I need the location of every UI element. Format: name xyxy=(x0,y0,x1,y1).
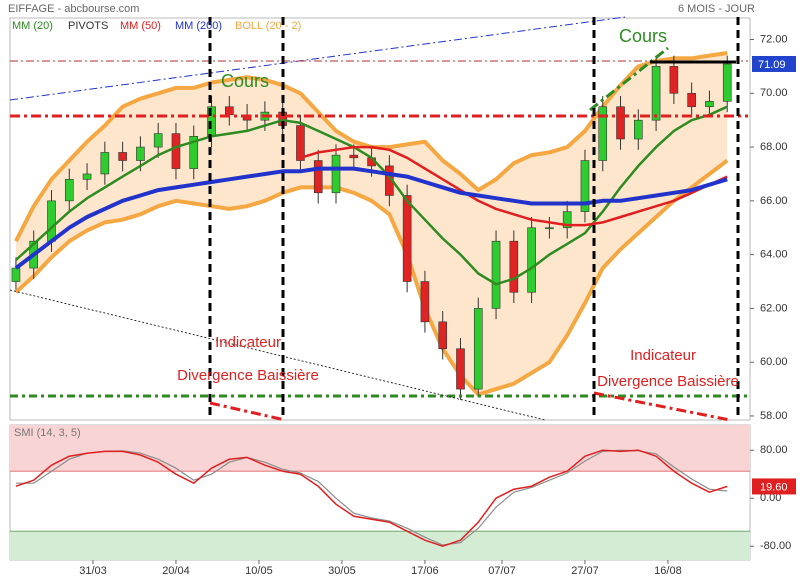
candle-body xyxy=(705,101,714,108)
candle-body xyxy=(171,133,181,169)
legend-entry: MM (20) xyxy=(12,20,53,32)
chart-subtitle: 6 MOIS - JOUR xyxy=(678,3,755,15)
smi-line xyxy=(15,449,728,547)
candle-body xyxy=(118,152,127,161)
candle-body xyxy=(669,66,679,94)
x-tick-label: 17/06 xyxy=(411,565,439,577)
candle-body xyxy=(331,154,341,194)
last-price-box xyxy=(752,55,796,72)
candle-body xyxy=(189,136,199,169)
legend-entry: BOLL (20 - 2) xyxy=(235,20,301,32)
y-tick-label: 80.00 xyxy=(760,444,788,456)
y-tick-label: 64.00 xyxy=(760,249,788,261)
candle-body xyxy=(616,106,625,140)
annotation: Divergence Baissière xyxy=(177,367,319,384)
candle-body xyxy=(456,348,465,390)
panel-frame xyxy=(9,17,751,421)
x-tick-label: 07/07 xyxy=(488,565,516,577)
x-tick-label: 10/05 xyxy=(245,565,273,577)
trend-line xyxy=(9,16,626,101)
candle-body xyxy=(722,63,732,102)
candle-body xyxy=(598,106,608,161)
last-price-label: 71.09 xyxy=(758,59,786,71)
candle-body xyxy=(136,146,145,161)
bollinger-lower xyxy=(14,158,729,397)
candle-body xyxy=(402,195,412,282)
candle-body xyxy=(420,281,430,323)
moving-average xyxy=(300,145,728,227)
candle-body xyxy=(580,160,590,212)
candle-body xyxy=(296,125,305,161)
annotation: Cours xyxy=(221,71,269,91)
plot-layer xyxy=(11,51,732,547)
candle-body xyxy=(651,66,661,121)
annotation: Divergence Baissière xyxy=(597,373,739,390)
last-value-box xyxy=(752,478,796,495)
x-tick-label: 20/04 xyxy=(162,565,190,577)
candle-body xyxy=(11,267,21,282)
oversold-zone xyxy=(10,531,750,560)
legend-entry: PIVOTS xyxy=(68,20,108,32)
candle-body xyxy=(225,106,234,116)
divergence-line xyxy=(593,391,731,422)
y-tick-label: 72.00 xyxy=(760,33,788,45)
candle-body xyxy=(509,240,519,293)
x-tick-label: 27/07 xyxy=(571,565,599,577)
y-tick-label: 68.00 xyxy=(760,141,788,153)
candle-body xyxy=(349,154,359,159)
moving-average xyxy=(15,105,728,286)
candle-body xyxy=(527,227,536,293)
x-tick-label: 30/05 xyxy=(328,565,356,577)
moving-average xyxy=(14,166,728,270)
candle-body xyxy=(545,227,554,230)
candle-body xyxy=(687,92,696,108)
candle-body xyxy=(313,160,323,194)
drawing-layer: Cours Cours Indicateur Divergence Baissi… xyxy=(9,16,748,422)
candle-body xyxy=(64,179,74,202)
candle-body xyxy=(473,308,483,390)
divergence-line xyxy=(209,401,286,422)
y-tick-label: 58.00 xyxy=(760,410,788,422)
annotation: Indicateur xyxy=(215,334,281,351)
candle-body xyxy=(47,200,56,242)
y-tick-label: 66.00 xyxy=(760,195,788,207)
last-value-label: 19.60 xyxy=(760,481,788,493)
y-tick-label: -80.00 xyxy=(760,540,791,552)
chart-title: EIFFAGE - abcbourse.com xyxy=(8,3,139,15)
overbought-zone xyxy=(10,425,750,472)
x-tick-label: 16/08 xyxy=(654,565,682,577)
y-tick-label: 62.00 xyxy=(760,302,788,314)
background-layer xyxy=(9,17,751,561)
candle-body xyxy=(100,152,110,175)
y-tick-label: 70.00 xyxy=(760,87,788,99)
candle-body xyxy=(634,119,643,140)
candle-body xyxy=(438,321,448,350)
candle-body xyxy=(562,211,572,229)
candle-body xyxy=(82,173,92,180)
panel-title: SMI (14, 3, 5) xyxy=(14,427,81,439)
annotation: Cours xyxy=(619,26,667,46)
x-tick-label: 31/03 xyxy=(79,565,107,577)
legend-entry: MM (200) xyxy=(175,20,222,32)
y-tick-label: 0.00 xyxy=(760,492,781,504)
candle-body xyxy=(491,240,501,309)
candle-body xyxy=(153,133,163,148)
legend-entry: MM (50) xyxy=(120,20,161,32)
y-tick-label: 60.00 xyxy=(760,356,788,368)
annotation: Indicateur xyxy=(630,347,696,364)
trend-line xyxy=(589,46,669,112)
